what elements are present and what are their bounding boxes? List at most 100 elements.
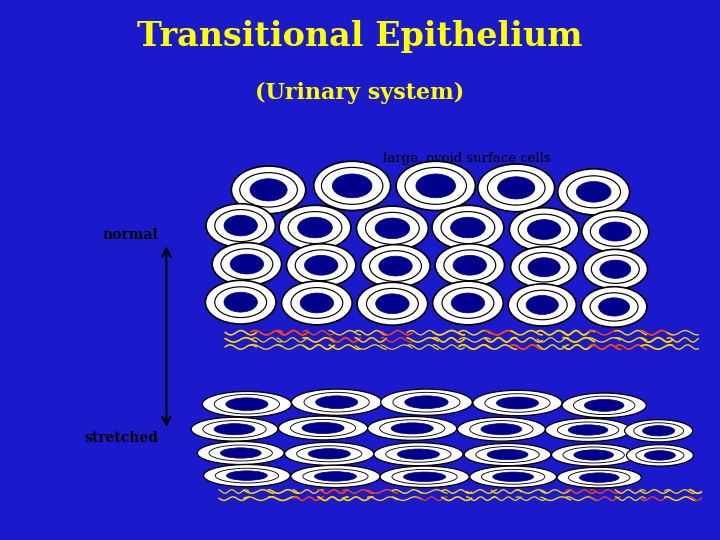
Ellipse shape [357, 282, 428, 325]
Ellipse shape [204, 464, 290, 487]
Ellipse shape [583, 249, 647, 289]
Ellipse shape [481, 423, 522, 435]
Ellipse shape [376, 294, 409, 314]
Ellipse shape [464, 443, 551, 465]
Text: (Urinary system): (Urinary system) [256, 82, 464, 104]
Ellipse shape [374, 443, 463, 465]
Ellipse shape [250, 179, 287, 201]
Text: stretched: stretched [84, 431, 158, 445]
Ellipse shape [492, 472, 534, 482]
Ellipse shape [519, 253, 569, 282]
Ellipse shape [321, 167, 383, 204]
Ellipse shape [279, 416, 368, 440]
Ellipse shape [300, 293, 333, 313]
Ellipse shape [567, 176, 621, 208]
Ellipse shape [366, 288, 418, 319]
Ellipse shape [457, 417, 545, 441]
Ellipse shape [206, 204, 275, 247]
Ellipse shape [302, 422, 344, 434]
Ellipse shape [297, 217, 333, 238]
Ellipse shape [476, 447, 539, 463]
Ellipse shape [574, 450, 613, 460]
Ellipse shape [453, 255, 487, 275]
Ellipse shape [391, 423, 433, 434]
Ellipse shape [224, 215, 258, 236]
Ellipse shape [403, 472, 446, 482]
Ellipse shape [435, 244, 505, 287]
Ellipse shape [510, 208, 579, 252]
Ellipse shape [282, 281, 352, 325]
Ellipse shape [585, 400, 624, 411]
Ellipse shape [333, 174, 372, 198]
Text: large, ovoid surface cells: large, ovoid surface cells [383, 152, 551, 165]
Ellipse shape [192, 417, 278, 441]
Ellipse shape [569, 470, 630, 485]
Ellipse shape [576, 181, 611, 202]
Ellipse shape [528, 258, 560, 277]
Ellipse shape [517, 290, 567, 320]
Ellipse shape [636, 448, 684, 463]
Ellipse shape [482, 469, 545, 484]
Ellipse shape [526, 295, 558, 314]
Ellipse shape [291, 288, 343, 319]
Ellipse shape [473, 390, 562, 416]
Ellipse shape [416, 174, 456, 198]
Ellipse shape [304, 393, 369, 412]
Ellipse shape [624, 420, 693, 442]
Ellipse shape [205, 280, 276, 324]
Ellipse shape [369, 251, 421, 281]
Ellipse shape [590, 293, 638, 321]
Ellipse shape [227, 471, 267, 481]
Ellipse shape [284, 442, 374, 465]
Ellipse shape [444, 250, 495, 281]
Ellipse shape [487, 449, 528, 460]
Ellipse shape [366, 212, 419, 244]
Ellipse shape [598, 298, 629, 316]
Ellipse shape [221, 249, 273, 280]
Ellipse shape [441, 212, 495, 244]
Ellipse shape [487, 171, 545, 205]
Ellipse shape [215, 210, 266, 241]
Ellipse shape [557, 467, 642, 488]
Ellipse shape [580, 473, 619, 482]
Ellipse shape [314, 161, 390, 211]
Ellipse shape [485, 394, 550, 412]
Ellipse shape [498, 177, 535, 199]
Ellipse shape [469, 466, 557, 488]
Ellipse shape [644, 450, 675, 460]
Ellipse shape [599, 222, 631, 241]
Ellipse shape [380, 466, 469, 488]
Ellipse shape [581, 287, 647, 327]
Ellipse shape [203, 421, 266, 438]
Ellipse shape [315, 471, 356, 481]
Ellipse shape [562, 393, 647, 417]
Ellipse shape [386, 446, 451, 462]
Ellipse shape [297, 446, 362, 462]
Ellipse shape [478, 164, 554, 212]
Ellipse shape [590, 217, 640, 246]
Ellipse shape [392, 469, 457, 484]
Ellipse shape [552, 444, 636, 466]
Ellipse shape [508, 284, 576, 326]
Ellipse shape [368, 416, 456, 440]
Ellipse shape [240, 173, 297, 207]
Ellipse shape [563, 447, 624, 463]
Ellipse shape [433, 281, 503, 325]
Ellipse shape [288, 212, 342, 244]
Ellipse shape [379, 420, 445, 437]
Ellipse shape [582, 211, 649, 253]
Ellipse shape [379, 256, 413, 276]
Ellipse shape [442, 288, 494, 319]
Ellipse shape [290, 420, 356, 437]
Ellipse shape [361, 245, 430, 287]
Ellipse shape [591, 255, 639, 284]
Ellipse shape [303, 469, 368, 484]
Text: normal: normal [102, 228, 158, 242]
Ellipse shape [642, 426, 675, 436]
Ellipse shape [518, 214, 570, 245]
Ellipse shape [626, 444, 693, 466]
Ellipse shape [393, 393, 460, 412]
Ellipse shape [496, 397, 539, 409]
Ellipse shape [295, 250, 347, 281]
Ellipse shape [356, 206, 428, 251]
